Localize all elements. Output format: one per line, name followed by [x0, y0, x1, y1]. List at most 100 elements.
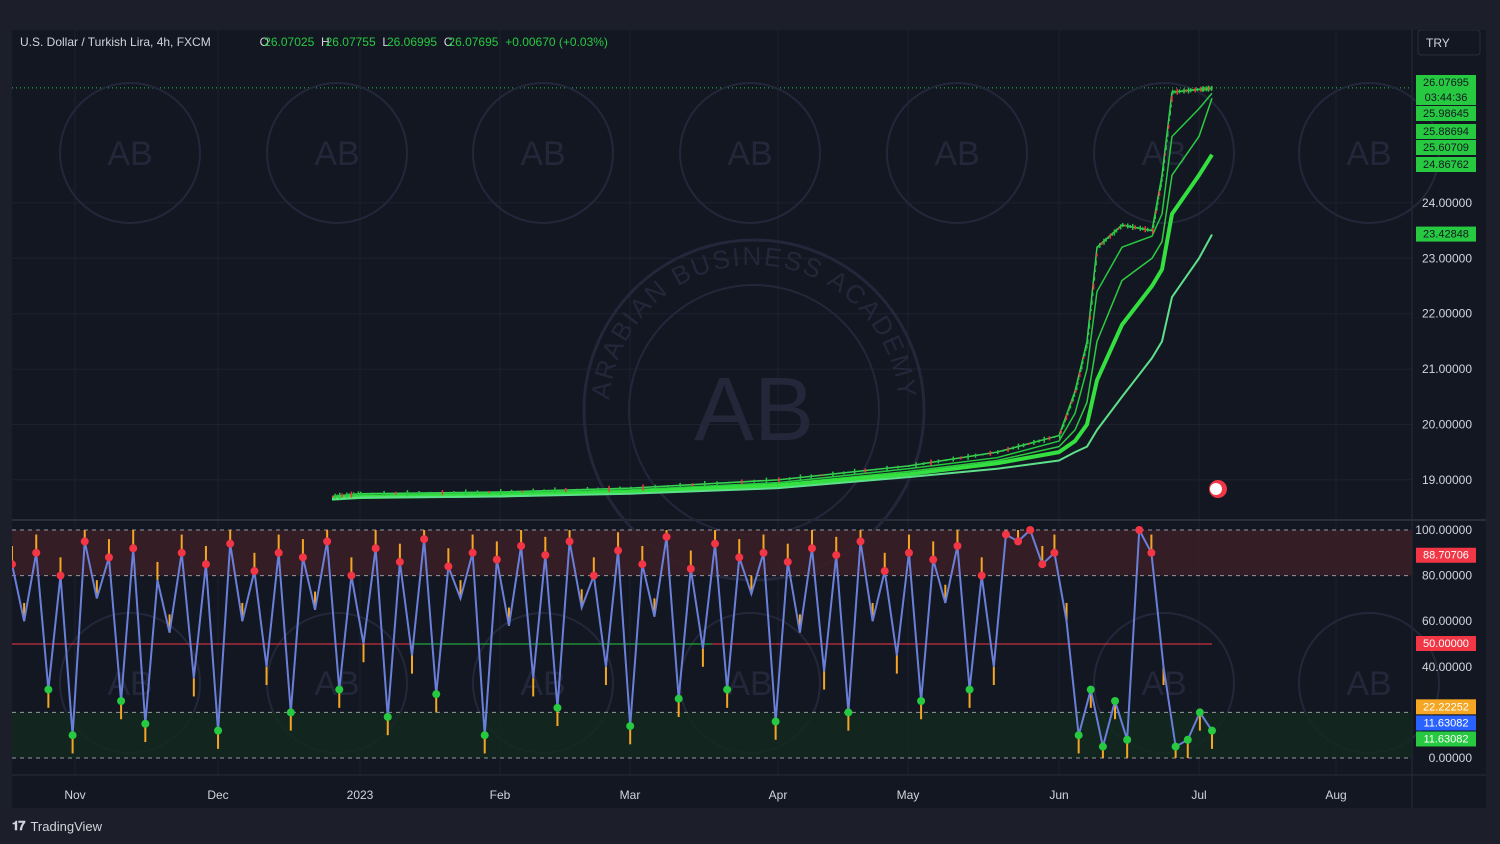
candle — [1169, 110, 1171, 116]
candle — [1083, 357, 1085, 359]
price-label-bg — [1416, 124, 1476, 139]
candle — [832, 471, 834, 477]
candle — [1101, 242, 1103, 246]
candle — [908, 465, 910, 467]
osc-y-tick-label: 40.00000 — [1422, 660, 1472, 674]
overbought-dot — [759, 548, 768, 557]
candle — [1097, 246, 1099, 249]
overbought-dot — [517, 541, 526, 550]
oversold-dot — [383, 712, 392, 721]
overbought-dot — [1050, 548, 1059, 557]
oversold-dot — [44, 685, 53, 694]
candle — [488, 491, 490, 494]
candle — [1153, 220, 1156, 223]
candle — [1086, 342, 1088, 349]
x-tick-label: 2023 — [347, 788, 374, 802]
candle — [753, 479, 755, 483]
candle — [418, 491, 420, 495]
oversold-dot — [1183, 735, 1192, 744]
candle — [532, 488, 534, 494]
watermark-logo: AB — [1346, 665, 1391, 703]
oversold-dot — [844, 708, 853, 717]
overbought-dot — [953, 541, 962, 550]
candle — [1164, 153, 1166, 156]
candle — [1122, 223, 1124, 228]
currency-button[interactable]: TRY — [1417, 29, 1481, 56]
candle — [597, 487, 599, 491]
overbought-dot — [1135, 526, 1144, 534]
overbought-dot — [541, 551, 550, 560]
osc-value-label: 50.00000 — [1416, 636, 1476, 651]
price-label-text: 25.98645 — [1423, 108, 1469, 120]
oversold-dot — [1123, 735, 1132, 744]
candle — [332, 495, 334, 498]
candle — [1117, 227, 1120, 230]
candle — [1152, 224, 1155, 228]
oversold-dot — [1098, 742, 1107, 751]
candle — [1063, 421, 1065, 427]
y-tick-label: 23.00000 — [1422, 251, 1472, 265]
overbought-dot — [565, 537, 574, 546]
candle — [1081, 363, 1083, 370]
overbought-dot — [904, 548, 913, 557]
candle — [716, 481, 718, 486]
candle — [1199, 88, 1201, 91]
candle — [1028, 442, 1030, 445]
candle — [395, 491, 397, 495]
oversold-dot — [1111, 697, 1120, 705]
overbought-dot — [323, 537, 332, 546]
overbought-dot — [1014, 537, 1023, 546]
candle — [1162, 173, 1164, 177]
candle — [348, 493, 350, 497]
candle — [1210, 85, 1213, 91]
overbought-dot — [226, 539, 235, 548]
tradingview-logo-icon: 𝟏𝟕 — [12, 818, 26, 833]
candle — [1069, 403, 1072, 409]
candle — [1161, 177, 1163, 182]
candle — [1060, 429, 1062, 434]
candle — [1113, 229, 1116, 236]
osc-label-text: 11.63082 — [1423, 717, 1468, 729]
x-tick-label: Apr — [769, 788, 788, 802]
candle — [937, 459, 940, 464]
overbought-dot — [783, 557, 792, 566]
change-value: +0.00670 (+0.03%) — [505, 35, 608, 49]
high-label: H — [321, 35, 330, 49]
osc-y-tick-label: 100.00000 — [1415, 523, 1472, 537]
candle — [521, 490, 524, 493]
oversold-dot — [917, 697, 926, 705]
candle — [1071, 400, 1073, 404]
candle — [1159, 187, 1161, 191]
watermark-big-logo: AB — [694, 360, 814, 460]
osc-value-label: 22.22252 — [1416, 699, 1476, 715]
candle — [1084, 351, 1086, 357]
candle — [1202, 86, 1204, 93]
candle — [1181, 90, 1183, 93]
watermark-circle — [59, 82, 201, 224]
overbought-dot — [395, 557, 404, 566]
chart-frame[interactable]: AB AB AB AB AB AB AB AB AB AB AB AB AB AB ARABIAN BUSI… — [8, 29, 1486, 808]
candle — [476, 490, 479, 495]
osc-y-tick-label: 0.00000 — [1429, 751, 1473, 765]
candle — [1183, 88, 1185, 94]
candle — [1092, 292, 1094, 296]
high-value: 26.07755 — [326, 35, 376, 49]
candle — [1012, 446, 1014, 450]
oversold-dot — [335, 685, 344, 694]
overbought-dot — [32, 548, 41, 557]
candle — [1192, 89, 1194, 92]
candle — [346, 492, 348, 498]
candle — [1174, 90, 1176, 94]
candle — [864, 468, 867, 473]
candle — [1162, 165, 1165, 172]
oversold-dot — [1195, 708, 1204, 717]
price-label: 25.88694 — [1416, 124, 1476, 139]
osc-label-text: 88.70706 — [1423, 550, 1469, 562]
price-label: 23.42848 — [1416, 226, 1476, 242]
osc-value-label: 88.70706 — [1416, 547, 1476, 563]
candle — [853, 468, 856, 475]
oversold-dot — [480, 731, 489, 740]
candle — [897, 465, 899, 469]
candle — [642, 484, 644, 491]
